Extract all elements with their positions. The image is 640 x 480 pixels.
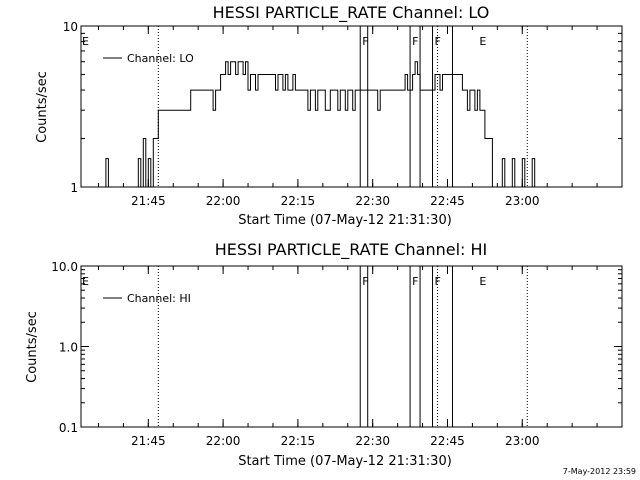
flag-label: F (362, 275, 368, 288)
plot-frame (80, 25, 623, 188)
x-axis-label: Start Time (07-May-12 21:31:30) (238, 213, 452, 228)
y-tick-label: 10 (63, 20, 78, 34)
x-tick-label: 23:00 (505, 434, 540, 448)
x-tick-label: 22:30 (355, 194, 390, 208)
x-tick-label: 22:45 (430, 434, 465, 448)
flag-label: E (82, 35, 89, 48)
x-tick-label: 22:00 (206, 434, 241, 448)
flag-label: F (412, 275, 418, 288)
x-tick-label: 21:45 (131, 194, 166, 208)
x-tick-label: 22:15 (281, 194, 316, 208)
x-tick-label: 22:30 (355, 434, 390, 448)
y-tick-label: 1 (70, 181, 78, 195)
panel-hi: HESSI PARTICLE_RATE Channel: HI Counts/s… (25, 240, 623, 469)
legend-label: Channel: HI (127, 292, 191, 305)
plot-frame (80, 265, 623, 428)
y-axis-label: Counts/sec (25, 311, 40, 383)
y-axis-label: Counts/sec (35, 71, 50, 143)
y-tick-label: 1.0 (59, 341, 78, 355)
x-tick-label: 22:00 (206, 194, 241, 208)
series-line-channel-lo (81, 61, 536, 188)
flag-label: F (435, 275, 441, 288)
x-tick-label: 22:45 (430, 194, 465, 208)
x-tick-label: 21:45 (131, 434, 166, 448)
flag-label: E (82, 275, 89, 288)
x-tick-label: 22:15 (281, 434, 316, 448)
footer-timestamp: 7-May-2012 23:59 (563, 467, 636, 476)
chart-title: HESSI PARTICLE_RATE Channel: HI (215, 240, 488, 260)
panel-lo: HESSI PARTICLE_RATE Channel: LO Counts/s… (35, 3, 623, 228)
x-axis-label: Start Time (07-May-12 21:31:30) (238, 454, 452, 469)
flag-label: E (479, 275, 486, 288)
legend-label: Channel: LO (127, 52, 194, 65)
y-tick-label: 0.1 (59, 421, 78, 435)
flag-label: E (479, 35, 486, 48)
flag-label: F (435, 35, 441, 48)
flag-label: F (412, 35, 418, 48)
chart-title: HESSI PARTICLE_RATE Channel: LO (213, 3, 490, 23)
y-tick-label: 10.0 (51, 260, 78, 274)
flag-label: F (362, 35, 368, 48)
x-tick-label: 23:00 (505, 194, 540, 208)
